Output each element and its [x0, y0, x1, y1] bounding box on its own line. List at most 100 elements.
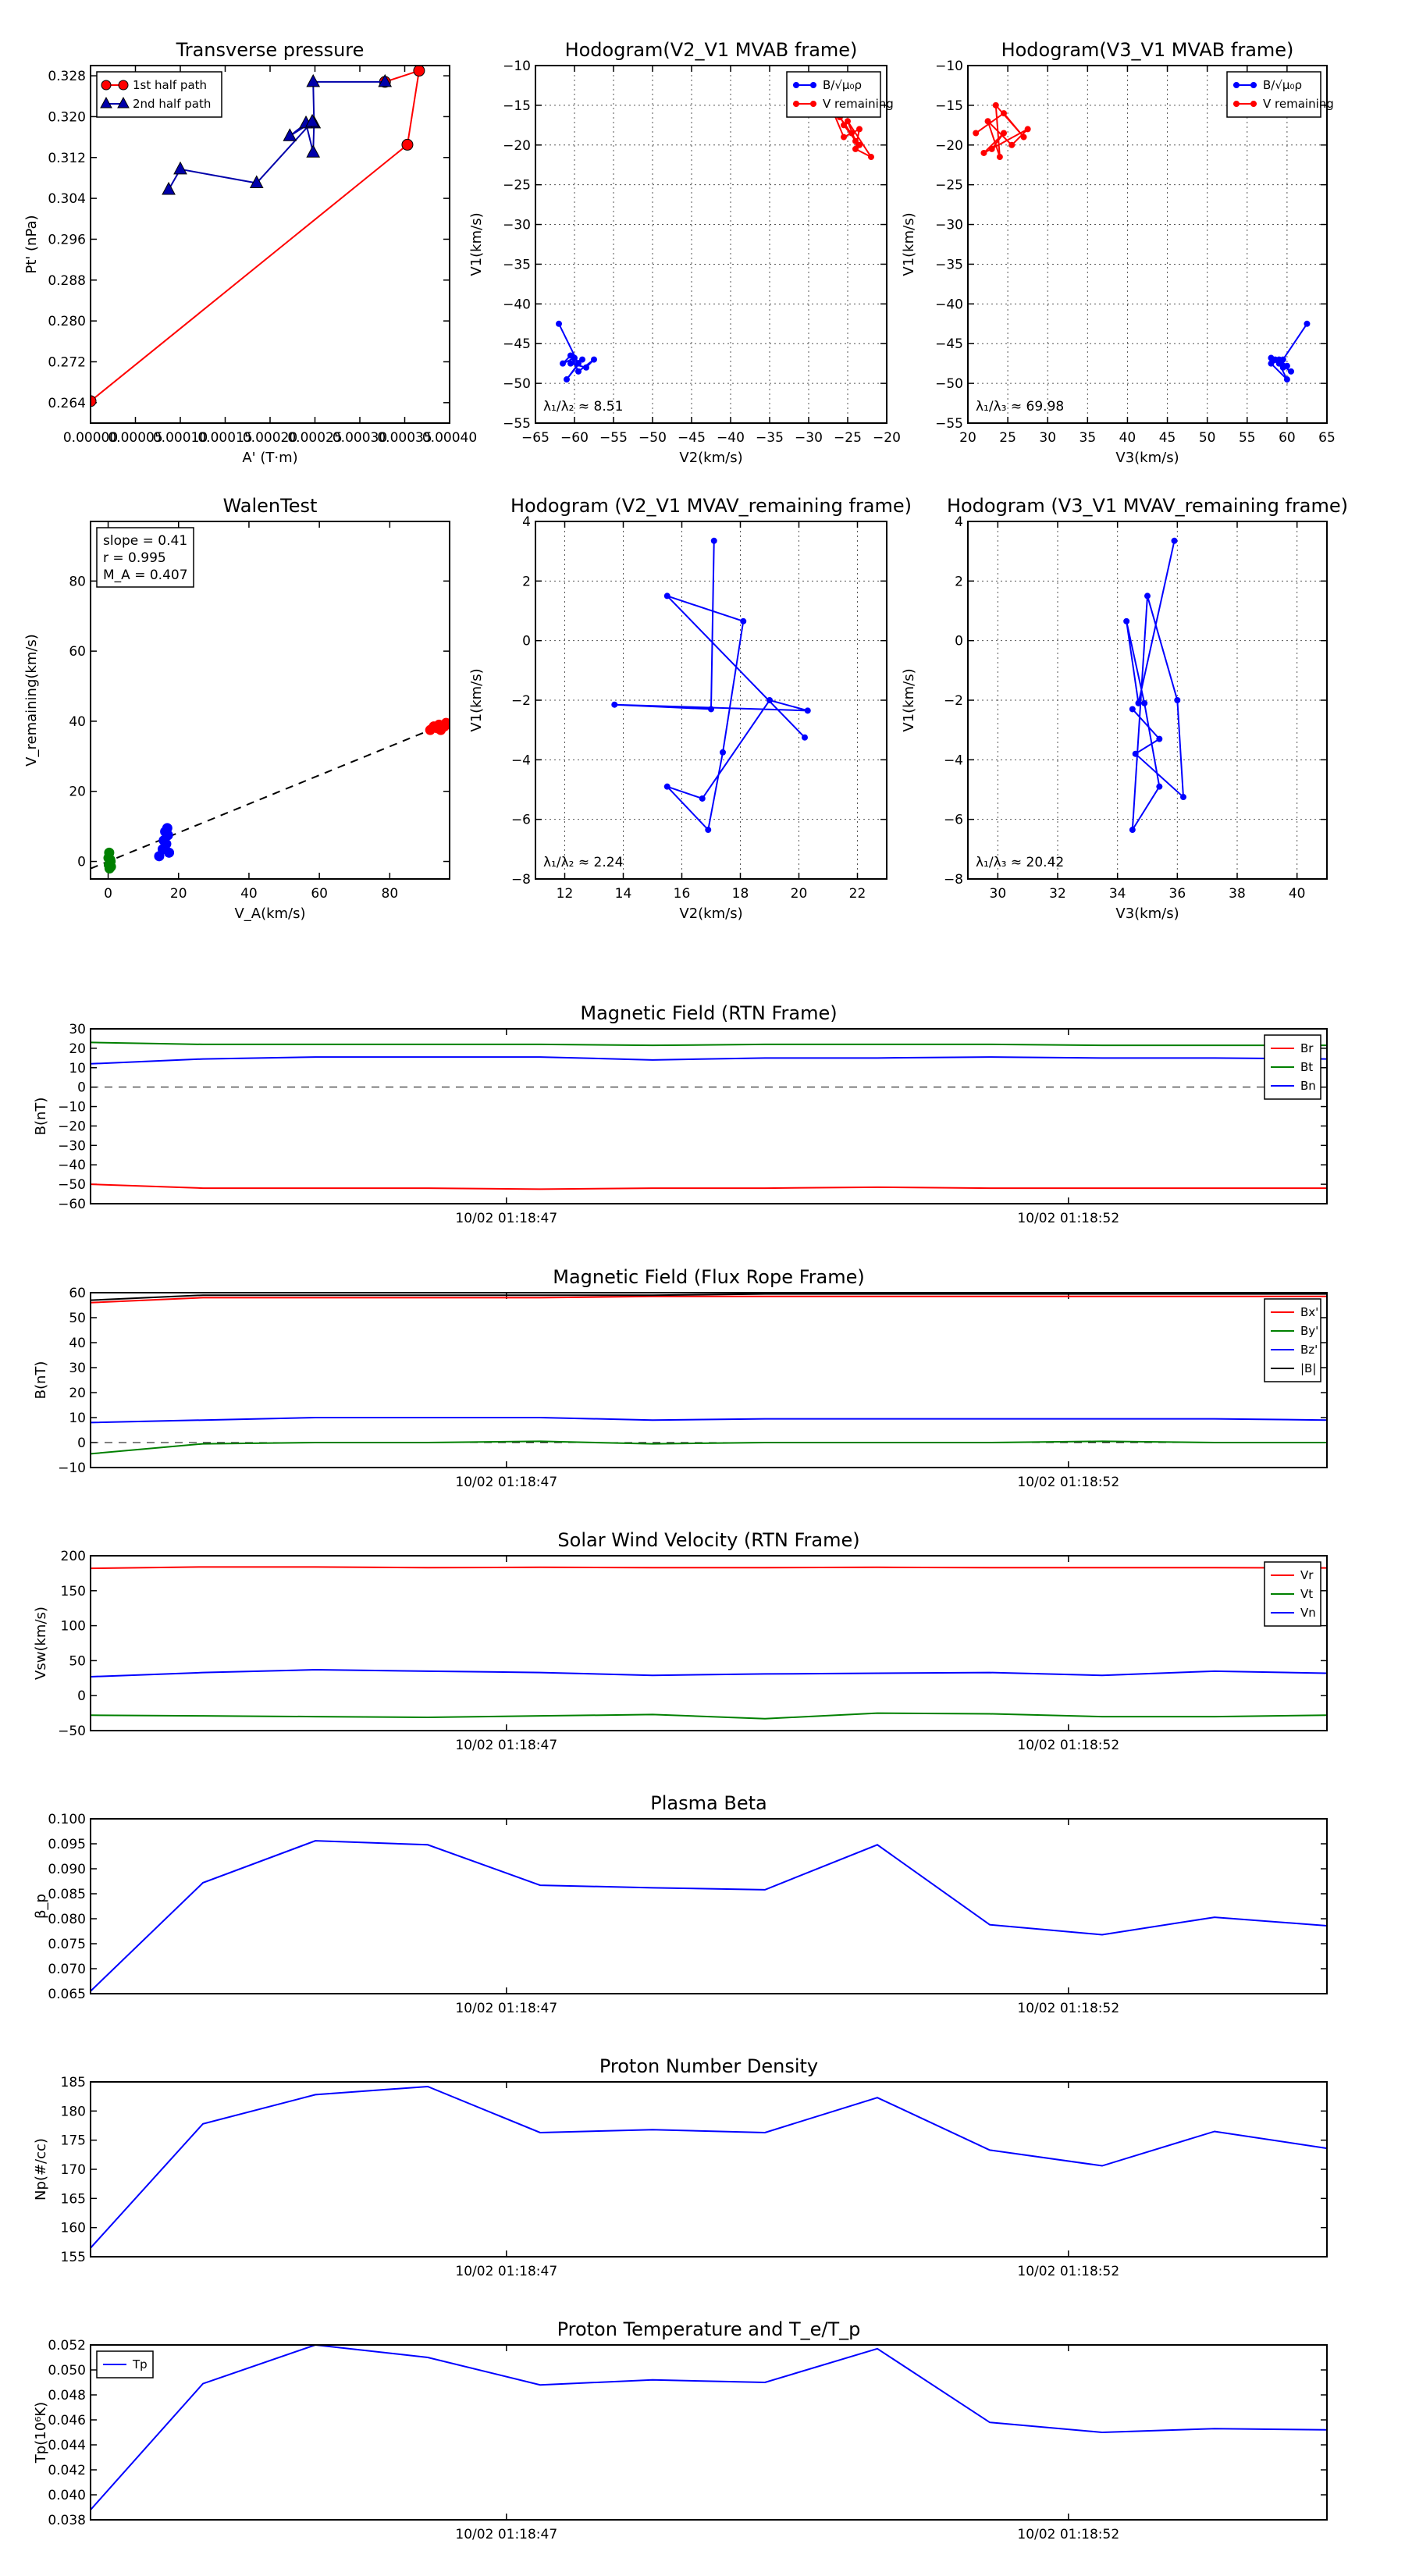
y-axis-label: B(nT) — [33, 1098, 49, 1136]
x-tick-label: 16 — [674, 886, 691, 902]
data-point — [1180, 794, 1186, 801]
x-tick-label: −20 — [873, 430, 901, 446]
y-tick-label: 0.050 — [48, 2363, 86, 2379]
data-point — [1001, 130, 1007, 137]
chart-hodo_mvav_v3: Hodogram (V3_V1 MVAV_remaining frame) −8 −… — [901, 495, 1348, 922]
y-axis-label: V1(km/s) — [468, 668, 485, 731]
y-tick-label: −10 — [58, 1461, 86, 1476]
axes-frame — [90, 1818, 1328, 1994]
y-tick-label: 30 — [69, 1361, 86, 1376]
legend-marker — [101, 80, 112, 91]
data-point — [1144, 592, 1151, 600]
x-tick-label: 40 — [1119, 430, 1136, 446]
x-tick-label: −40 — [717, 430, 745, 446]
lambda-annotation: λ₁/λ₃ ≈ 69.98 — [976, 399, 1064, 415]
y-tick-label: −10 — [503, 59, 531, 74]
y-tick-label: −30 — [58, 1138, 86, 1154]
y-tick-label: −4 — [511, 753, 531, 768]
data-point — [591, 356, 597, 363]
data-point — [868, 154, 874, 161]
axes-frame — [90, 1555, 1328, 1731]
plot-area — [611, 537, 811, 834]
data-point — [1020, 133, 1027, 141]
y-tick-label: −30 — [503, 218, 531, 233]
y-tick-label: 60 — [69, 1286, 86, 1301]
data-point — [283, 128, 297, 141]
legend-label: Bt — [1300, 1060, 1313, 1074]
y-tick-label: 0.075 — [48, 1937, 86, 1952]
axes-frame — [967, 521, 1328, 880]
legend-label: Vn — [1300, 1606, 1316, 1620]
y-tick-label: −8 — [511, 872, 531, 888]
series-bx- — [91, 1295, 1327, 1304]
x-tick-label: 25 — [999, 430, 1016, 446]
axes-frame — [90, 1028, 1328, 1204]
chart-title: Proton Temperature and T_e/T_p — [557, 2318, 861, 2340]
legend-marker — [1250, 82, 1257, 88]
data-point — [705, 827, 712, 834]
legend-item: B/√μ₀ρ — [793, 78, 862, 92]
plot-area — [91, 66, 425, 407]
series-beta — [91, 1840, 1327, 1992]
x-tick-label: 45 — [1159, 430, 1176, 446]
y-tick-label: 0.080 — [48, 1912, 86, 1927]
legend-label: B/√μ₀ρ — [823, 78, 862, 92]
chart-mag_fr: Magnetic Field (Flux Rope Frame) −10 0 10 20… — [33, 1266, 1328, 1490]
legend-item: Vr — [1271, 1568, 1314, 1582]
fit-line — [91, 721, 450, 870]
y-axis-label: Pt' (nPa) — [23, 215, 40, 273]
x-tick-label: 0.00020 — [243, 430, 297, 446]
legend-item: |B| — [1271, 1361, 1316, 1375]
data-point — [980, 149, 987, 156]
legend-label: By' — [1300, 1324, 1318, 1338]
data-point — [1268, 354, 1275, 361]
axes-frame — [90, 1292, 1328, 1468]
y-tick-label: −35 — [503, 257, 531, 272]
y-tick-label: −50 — [503, 376, 531, 392]
y-tick-label: 0.100 — [48, 1812, 86, 1827]
y-tick-label: −6 — [944, 813, 963, 828]
x-tick-label: 10/02 01:18:47 — [455, 1475, 557, 1490]
x-tick-label: 10/02 01:18:47 — [455, 1211, 557, 1226]
x-tick-label: 12 — [557, 886, 574, 902]
x-axis-label: A' (T·m) — [242, 450, 297, 466]
plot-area — [91, 1293, 1327, 1455]
data-point — [1275, 356, 1282, 363]
y-tick-label: 160 — [61, 2221, 86, 2236]
data-point — [708, 706, 714, 713]
data-point — [1008, 141, 1016, 148]
y-tick-label: 20 — [69, 785, 86, 800]
series-line — [91, 1417, 1327, 1424]
x-tick-label: 20 — [959, 430, 976, 446]
chart-title: Solar Wind Velocity (RTN Frame) — [557, 1529, 859, 1551]
chart-title: Hodogram(V3_V1 MVAB frame) — [1001, 39, 1294, 61]
x-axis-label: V2(km/s) — [679, 906, 742, 922]
series-bz- — [91, 1417, 1327, 1424]
legend: B/√μ₀ρ V remaining — [1226, 71, 1334, 118]
axes-frame — [90, 521, 450, 880]
x-tick-label: 18 — [732, 886, 749, 902]
data-point — [699, 795, 706, 802]
y-tick-label: 0.312 — [48, 151, 86, 166]
series-line — [91, 1566, 1327, 1570]
data-point — [841, 122, 847, 129]
y-tick-label: −40 — [935, 297, 963, 312]
lambda-annotation: λ₁/λ₃ ≈ 20.42 — [976, 855, 1064, 870]
y-tick-label: −15 — [503, 98, 531, 114]
chart-title: Magnetic Field (RTN Frame) — [580, 1002, 837, 1024]
y-tick-label: 155 — [61, 2250, 86, 2265]
y-tick-label: 0.296 — [48, 232, 86, 247]
y-tick-label: 40 — [69, 714, 86, 730]
y-tick-label: 0 — [77, 1436, 86, 1451]
legend-label: |B| — [1300, 1361, 1316, 1375]
y-tick-label: 40 — [69, 1336, 86, 1351]
y-tick-label: 165 — [61, 2191, 86, 2207]
legend-item: By' — [1271, 1324, 1318, 1338]
y-tick-label: −50 — [935, 376, 963, 392]
legend-label: Bx' — [1300, 1305, 1318, 1319]
data-point — [1156, 783, 1163, 790]
legend-item: 1st half path — [101, 78, 207, 92]
x-tick-label: −55 — [599, 430, 628, 446]
x-tick-label: 60 — [311, 886, 328, 902]
y-axis-label: Tp(10⁶K) — [33, 2402, 49, 2464]
